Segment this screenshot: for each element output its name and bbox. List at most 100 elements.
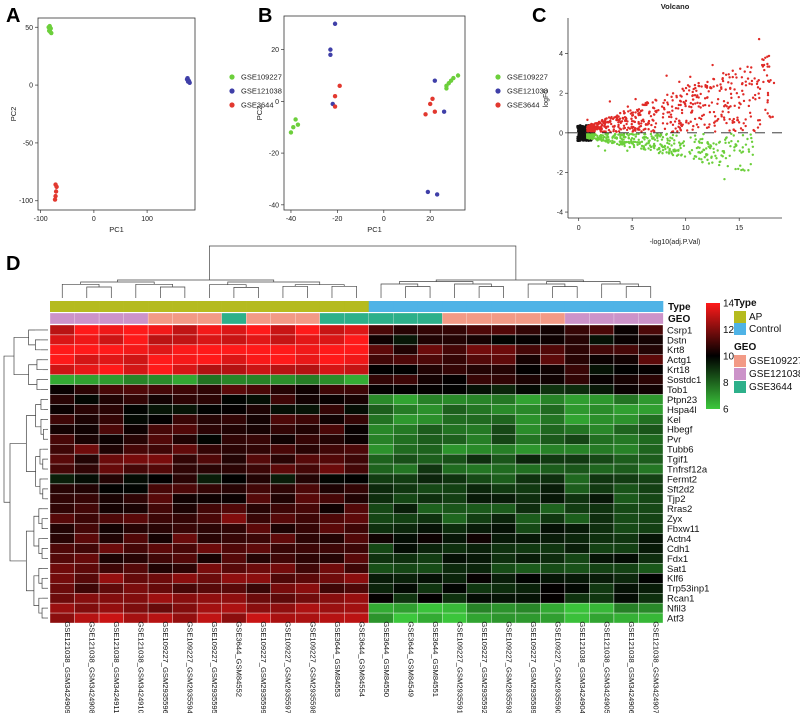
row-dendrogram-root [3, 355, 14, 503]
volcano-point-down [659, 132, 662, 136]
heatmap-cell [368, 493, 394, 504]
heatmap-cell [344, 553, 369, 564]
heatmap-cell [49, 473, 75, 485]
heatmap-cell [344, 483, 369, 495]
heatmap-cell [442, 324, 468, 336]
volcano-point-up [617, 125, 620, 128]
heatmap-cell [74, 473, 100, 485]
gene-label: Hspa4l [667, 405, 697, 416]
type-legend-swatch [734, 323, 746, 335]
pca-b-point [332, 104, 338, 109]
heatmap-cell [245, 563, 271, 574]
row-dendrogram-upper-node [13, 337, 29, 376]
heatmap-cell [295, 533, 320, 544]
heatmap-cell [245, 434, 271, 445]
volcano-point-down [740, 151, 743, 154]
heatmap-cell [98, 593, 124, 604]
volcano-point-up [689, 120, 692, 123]
heatmap-cell [417, 453, 443, 465]
heatmap-cell [442, 513, 468, 524]
pca-b-y-tick-label: 0 [275, 99, 279, 106]
volcano-point-up [676, 130, 679, 133]
pca-b-legend-label: GSE109227 [507, 73, 548, 82]
volcano-point-down [671, 133, 675, 137]
volcano-point-up [742, 93, 745, 96]
row-dendrogram-upper-node [35, 339, 41, 351]
volcano-point-up [730, 82, 733, 85]
heatmap-cell [74, 573, 100, 584]
volcano-point-up [611, 117, 615, 121]
volcano-point-up [713, 124, 716, 127]
heatmap-cell [393, 583, 418, 594]
volcano-point-down [700, 150, 704, 153]
volcano-point-up [711, 63, 714, 67]
heatmap-cell [295, 354, 320, 365]
gene-label: Rcan1 [667, 594, 694, 605]
volcano-point-down [632, 133, 636, 136]
volcano-point-down [606, 135, 610, 139]
volcano-point-up [739, 102, 742, 106]
heatmap-cell [540, 324, 566, 336]
heatmap-cell [417, 354, 443, 365]
volcano-point-down [652, 142, 656, 146]
heatmap-cell [466, 334, 492, 346]
volcano-point-down [619, 133, 623, 136]
heatmap-cell [147, 354, 173, 365]
column-dendrogram-ap-node [331, 285, 357, 289]
sample-label: GSE121038_GSM3424908 [88, 621, 97, 713]
heatmap-cell [417, 602, 443, 614]
volcano-point-up [769, 116, 772, 119]
volcano-point-down [747, 148, 750, 151]
type-annotation-cell [417, 301, 443, 312]
heatmap-cell [196, 424, 222, 435]
heatmap-cell [589, 473, 615, 485]
volcano-point-up [693, 83, 697, 87]
volcano-point-up [695, 95, 699, 99]
heatmap-cell [368, 344, 394, 355]
volcano-point-up [727, 110, 730, 114]
volcano-point-up [705, 126, 709, 130]
geo-annotation-cell [638, 312, 664, 325]
panel-label-a: A [6, 5, 20, 27]
heatmap-cell [172, 444, 198, 455]
type-legend-label: AP [749, 312, 763, 323]
heatmap-cell [344, 414, 369, 425]
volcano-point-ns [584, 129, 587, 132]
heatmap-cell [221, 434, 247, 445]
volcano-point-down [666, 139, 670, 142]
heatmap-cell [638, 583, 664, 594]
heatmap-cell [613, 453, 639, 465]
volcano-point-down [644, 133, 647, 136]
type-annotation-cell [564, 301, 590, 312]
heatmap-cell [319, 453, 345, 465]
heatmap-cell [98, 533, 124, 544]
volcano-point-down [635, 133, 638, 136]
volcano-point-up [599, 125, 603, 128]
heatmap-cell [319, 463, 345, 475]
heatmap-cell [221, 513, 247, 524]
heatmap-cell [221, 523, 247, 534]
heatmap-cell [172, 354, 198, 365]
heatmap-cell [491, 553, 517, 564]
volcano-point-up [724, 88, 727, 91]
heatmap-cell [196, 553, 222, 564]
heatmap-cell [319, 593, 345, 604]
row-dendrogram-lower-node [25, 415, 36, 472]
heatmap-cell [417, 434, 443, 445]
heatmap-cell [221, 414, 247, 425]
volcano-point-down [697, 151, 700, 154]
heatmap-cell [98, 374, 124, 385]
heatmap-cell [589, 344, 615, 355]
gene-label: Rras2 [667, 504, 692, 515]
heatmap-cell [245, 414, 271, 425]
type-annotation-cell [246, 301, 271, 312]
volcano-point-down [707, 145, 710, 148]
volcano-point-up [719, 83, 722, 86]
heatmap-cell [368, 503, 394, 514]
heatmap-cell [172, 434, 198, 445]
heatmap-cell [295, 364, 320, 375]
heatmap-cell [638, 344, 664, 355]
heatmap-cell [515, 513, 541, 524]
heatmap-cell [515, 593, 541, 604]
heatmap-cell [466, 384, 492, 395]
